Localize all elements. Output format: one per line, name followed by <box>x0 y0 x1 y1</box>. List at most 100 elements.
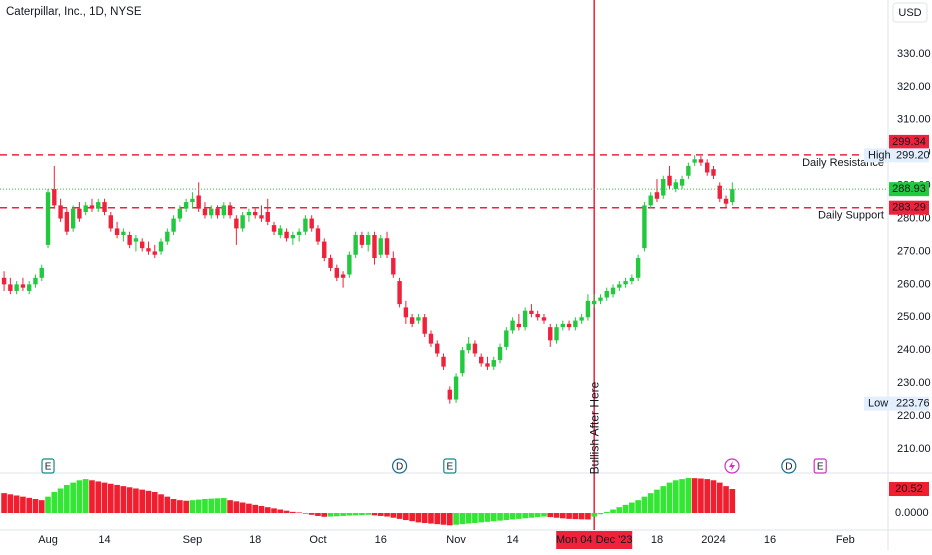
histogram-bar <box>264 507 271 514</box>
histogram-bar <box>547 513 554 518</box>
candle-body <box>322 241 327 259</box>
candle-body <box>284 231 289 239</box>
histogram-bar <box>566 513 572 519</box>
candle-body <box>177 208 183 219</box>
histogram-bar <box>26 497 33 514</box>
histogram-bar <box>541 513 547 517</box>
candle-body <box>717 185 722 199</box>
histogram-bar <box>252 504 259 514</box>
candle-body <box>33 277 38 285</box>
candle-body <box>409 317 415 324</box>
histogram-bar <box>490 513 497 522</box>
candle-body <box>497 346 503 361</box>
histogram-bar <box>202 498 208 514</box>
candle-body <box>604 290 609 298</box>
histogram-bar <box>597 513 604 515</box>
candle-body <box>510 320 515 331</box>
candle-body <box>635 258 641 278</box>
candle-body <box>478 356 484 364</box>
candle-body <box>372 235 377 259</box>
histogram-bar <box>453 513 459 525</box>
candle-body <box>196 195 201 209</box>
histogram-bar <box>107 483 114 514</box>
candle-body <box>64 211 70 232</box>
histogram-bar <box>553 513 560 518</box>
y-tick-label: 280.00 <box>897 212 931 224</box>
currency[interactable]: USD <box>898 7 921 19</box>
candle-body <box>58 205 63 219</box>
histogram-bar <box>277 509 284 514</box>
histogram-bar <box>478 513 485 523</box>
candle-body <box>259 215 264 219</box>
candle-body <box>309 218 314 229</box>
histogram-bar <box>258 506 265 514</box>
event-label: D <box>785 462 792 473</box>
histogram-bar <box>704 479 711 514</box>
histogram-bar <box>189 500 196 514</box>
candle-body <box>133 238 139 242</box>
histogram-bar <box>446 513 453 526</box>
candle-body <box>221 205 227 216</box>
event-marker <box>443 458 457 474</box>
y-tick-label: 310.00 <box>897 114 931 126</box>
histogram-bar <box>82 479 89 514</box>
candle-body <box>14 284 19 291</box>
candle-body <box>139 241 145 249</box>
histogram-bar <box>403 513 409 521</box>
candle-body <box>26 284 32 291</box>
candle-body <box>209 208 214 216</box>
histogram-bar <box>622 504 629 514</box>
histogram-bar <box>559 513 566 519</box>
y-tick-label: 330.00 <box>897 48 931 60</box>
histogram-bar <box>465 513 472 524</box>
candle-body <box>692 159 697 163</box>
candle-body <box>52 188 57 206</box>
histogram-bar <box>177 500 183 514</box>
histogram-bar <box>610 509 616 514</box>
histogram-bar <box>195 499 202 514</box>
histogram-bar <box>214 498 221 514</box>
histogram-bar <box>76 480 83 514</box>
histogram-bar <box>227 500 233 514</box>
candle-body <box>96 202 101 209</box>
candle-body <box>679 179 685 186</box>
candle-body <box>573 320 578 328</box>
candle-body <box>246 211 252 216</box>
candle-body <box>472 343 478 354</box>
histogram-bar <box>603 511 610 514</box>
y-tick-label: 230.00 <box>897 377 931 389</box>
high-label: High <box>868 149 891 161</box>
currency-button[interactable] <box>892 2 928 23</box>
x-tick-label: Feb <box>836 534 855 546</box>
candle-body <box>466 343 471 351</box>
histogram-bar <box>716 482 723 514</box>
histogram-bar <box>151 491 158 514</box>
histogram-bar <box>57 488 64 514</box>
histogram-bar <box>484 513 491 522</box>
x-tick-label: 14 <box>98 534 110 546</box>
x-tick-label: Sep <box>183 534 203 546</box>
histogram-bar <box>641 496 648 514</box>
candle-body <box>359 235 365 245</box>
candle-body <box>673 182 679 189</box>
histogram-bar <box>89 480 95 514</box>
candle-body <box>20 284 26 288</box>
candle-body <box>661 179 666 196</box>
histogram-bar <box>70 482 76 514</box>
histogram-bar <box>660 486 667 514</box>
y-tick-label: 270.00 <box>897 245 931 257</box>
histogram-bar <box>459 513 466 525</box>
histogram-bar <box>352 513 359 516</box>
candle-body <box>45 192 51 245</box>
histogram-bar <box>672 480 679 514</box>
candle-body <box>158 241 164 252</box>
x-tick-label: Nov <box>446 534 466 546</box>
candle-body <box>152 251 157 255</box>
histogram-bar <box>64 484 70 514</box>
candle-body <box>422 317 427 334</box>
histogram-bar <box>440 513 447 525</box>
histogram-bar <box>7 494 14 514</box>
y-tick-label: 240.00 <box>897 344 931 356</box>
